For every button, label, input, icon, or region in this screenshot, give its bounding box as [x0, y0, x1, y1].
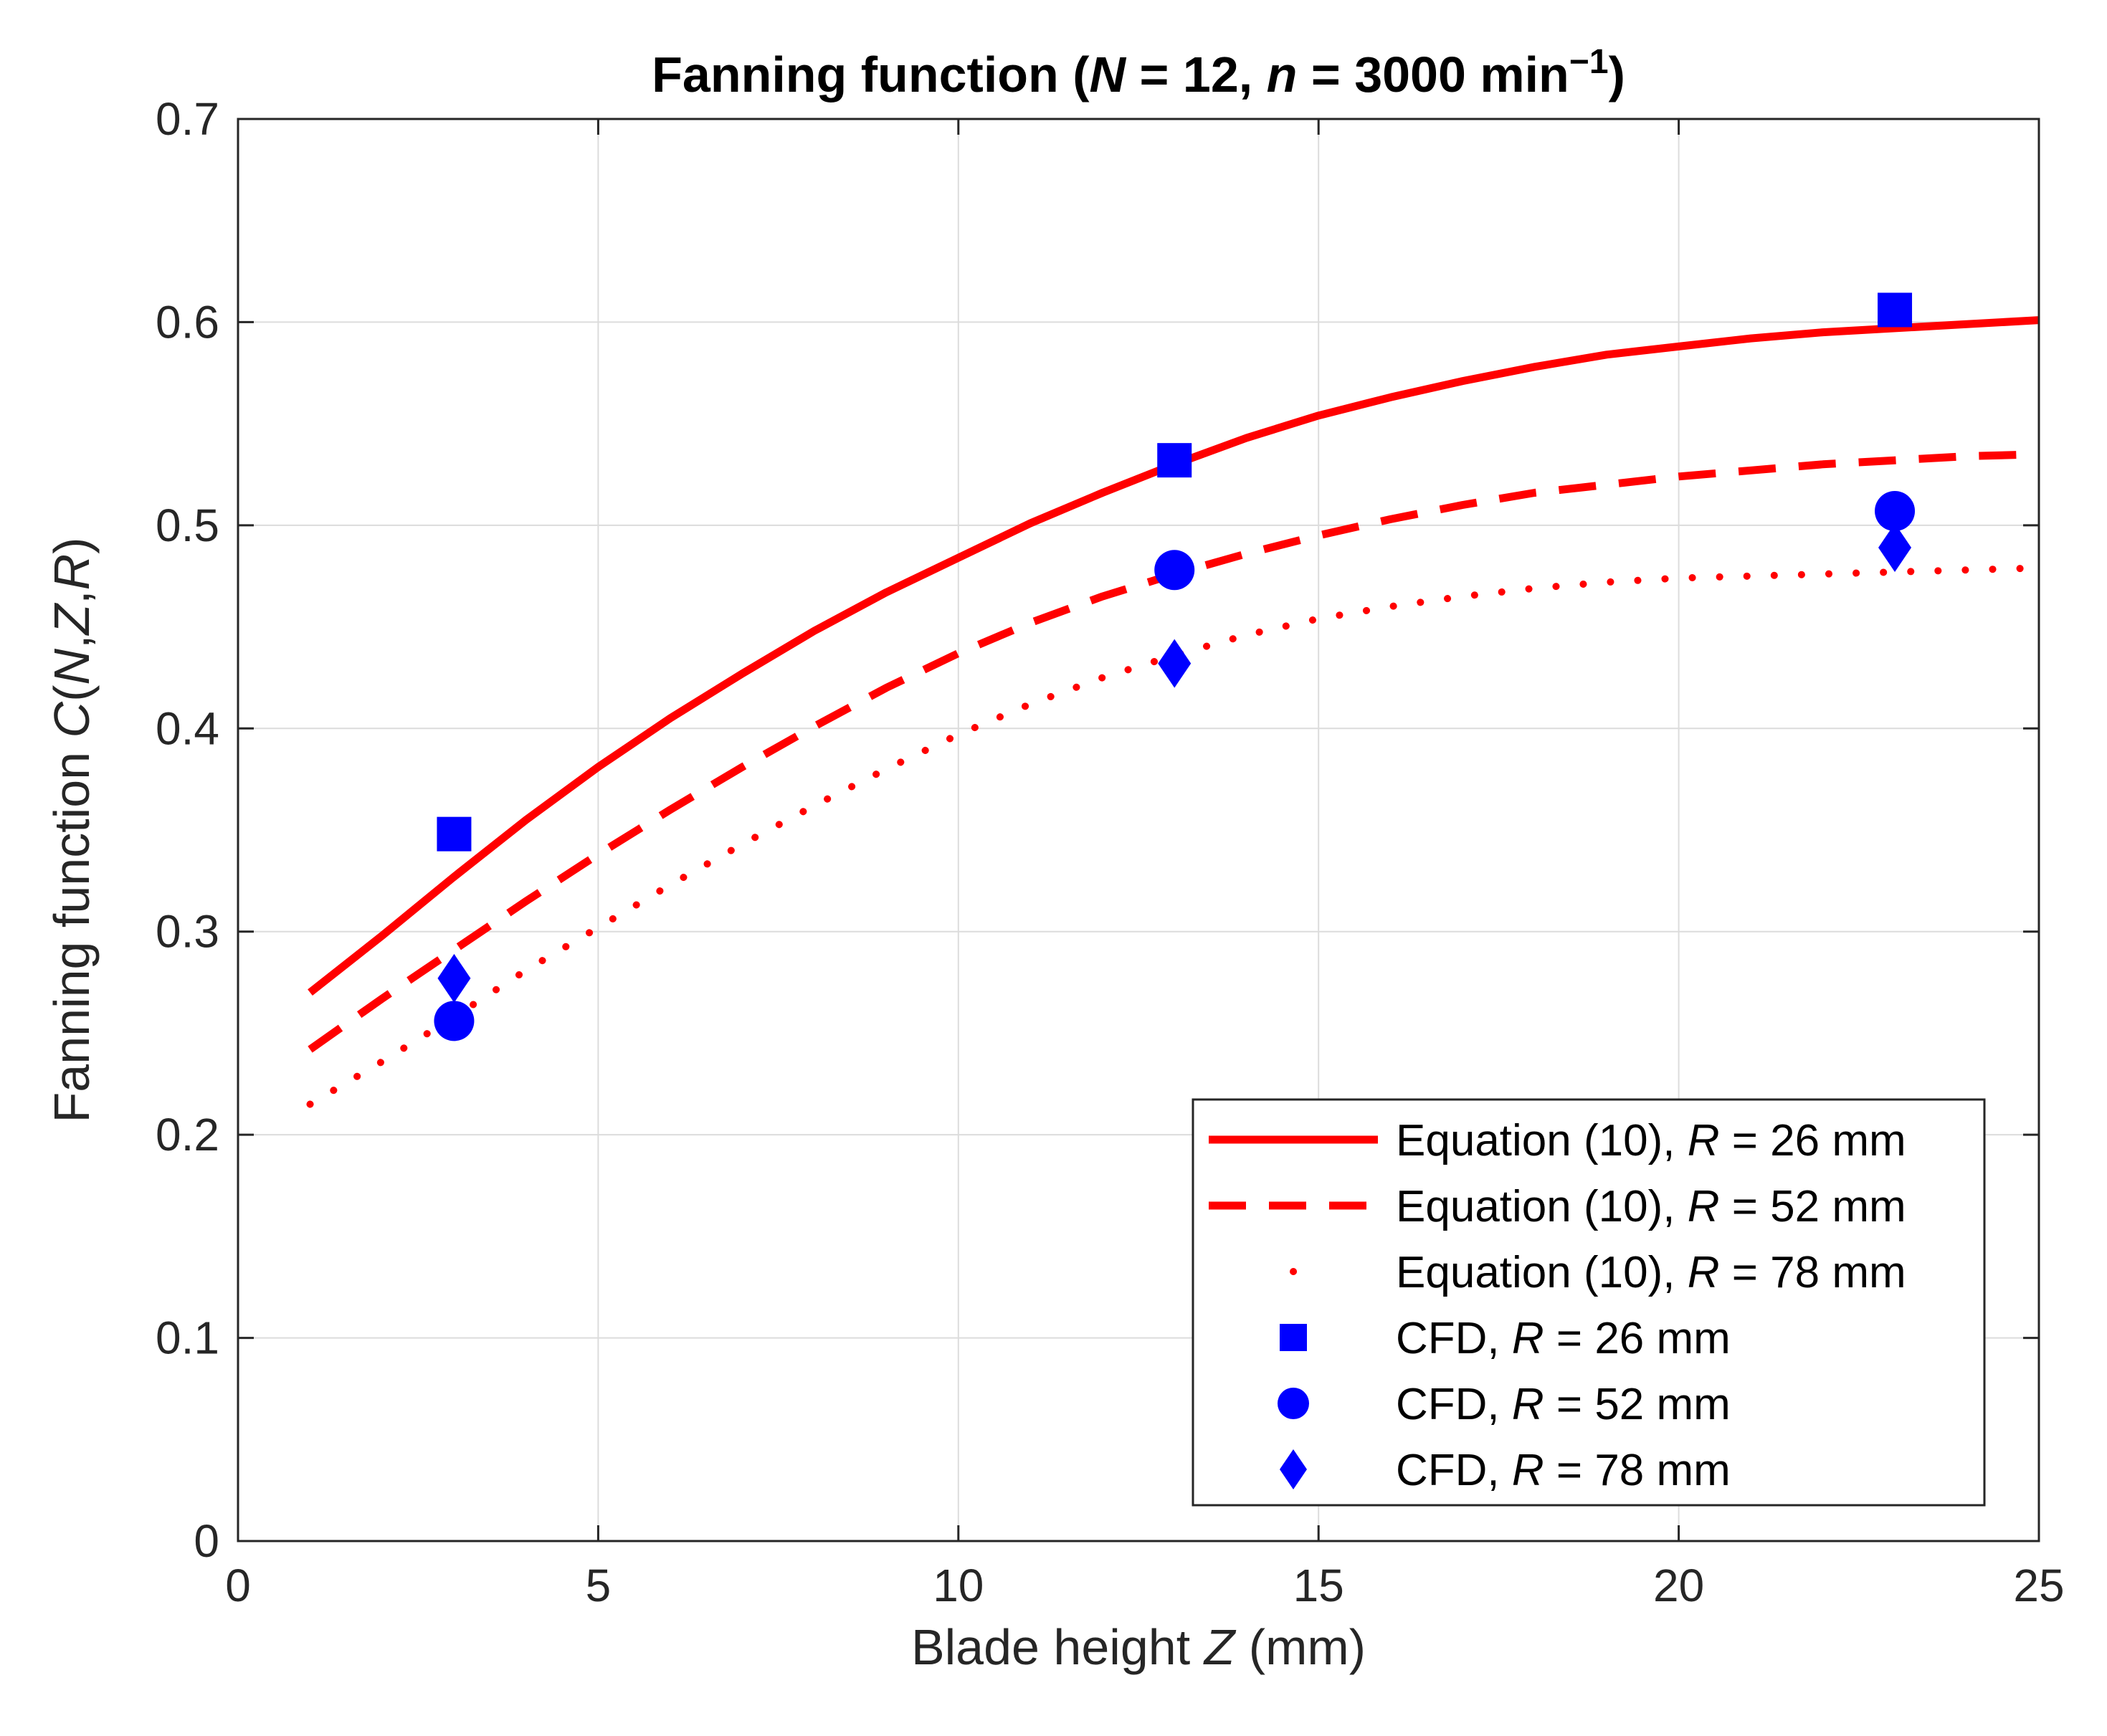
cfd-marker-square: [437, 816, 472, 852]
x-tick-label: 5: [586, 1560, 612, 1611]
axes: [237, 118, 2040, 1542]
y-tick-label: 0.3: [156, 906, 219, 958]
x-tick-label: 25: [2013, 1560, 2064, 1611]
legend-sample-marker: [1280, 1449, 1307, 1489]
legend-entry-cfd-78: CFD, R = 78 mm: [1396, 1446, 1731, 1495]
y-tick-label: 0: [194, 1515, 219, 1567]
y-tick-label: 0.5: [156, 500, 219, 551]
x-axis-label: Blade height Z (mm): [911, 1619, 1366, 1675]
legend-entry-cfd-52: CFD, R = 52 mm: [1396, 1380, 1731, 1429]
x-tick-label: 0: [225, 1560, 251, 1611]
cfd-marker-diamond: [437, 953, 471, 1003]
legend-entry-eq-52: Equation (10), R = 52 mm: [1396, 1182, 1906, 1231]
legend-box: [1192, 1098, 1986, 1507]
x-tick-label: 15: [1293, 1560, 1344, 1611]
legend: Equation (10), R = 26 mm Equation (10), …: [1192, 1098, 1986, 1507]
x-tick-label: 10: [933, 1560, 984, 1611]
y-tick-label: 0.7: [156, 93, 219, 145]
plot-area-border: [237, 118, 2040, 1542]
cfd-marker-circle: [1875, 491, 1916, 532]
legend-samples: [1209, 1135, 1378, 1489]
cfd-marker-diamond: [1158, 639, 1192, 688]
cfd-marker-circle: [434, 1001, 475, 1041]
tick-labels: 0 5 10 15 20 25 0 0.1 0.2 0.3 0.4 0.5 0.6 0.7: [156, 93, 2065, 1611]
cfd-marker-circle: [1154, 550, 1195, 591]
x-tick-label: 20: [1653, 1560, 1704, 1611]
legend-entry-eq-78: Equation (10), R = 78 mm: [1396, 1248, 1906, 1297]
legend-sample-marker: [1280, 1324, 1307, 1351]
legend-entry-cfd-26: CFD, R = 26 mm: [1396, 1314, 1731, 1363]
chart-title: Fanning function (N = 12, n = 3000 min−1…: [652, 43, 1625, 102]
cfd-marker-square: [1878, 292, 1913, 328]
y-axis-label: Fanning function C(N,Z,R): [44, 537, 100, 1122]
legend-sample-marker: [1278, 1388, 1309, 1419]
y-tick-label: 0.1: [156, 1312, 219, 1364]
cfd-markers: [434, 292, 1916, 1041]
legend-entry-eq-26: Equation (10), R = 26 mm: [1396, 1116, 1906, 1165]
cfd-marker-square: [1157, 443, 1192, 478]
y-tick-label: 0.2: [156, 1109, 219, 1160]
cfd-marker-diamond: [1878, 523, 1912, 573]
y-tick-label: 0.6: [156, 296, 219, 348]
y-tick-label: 0.4: [156, 702, 219, 754]
